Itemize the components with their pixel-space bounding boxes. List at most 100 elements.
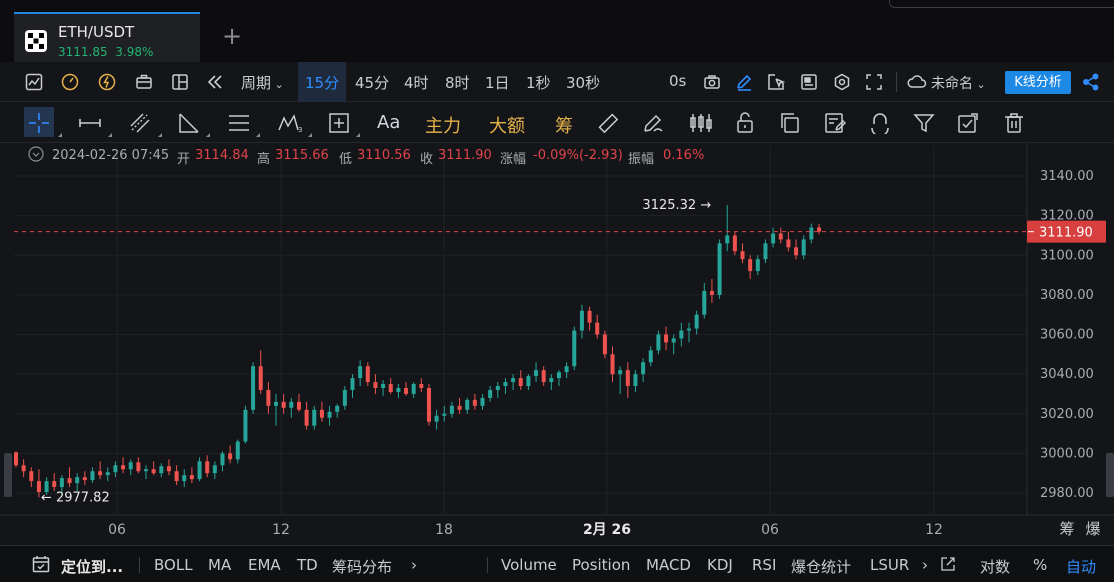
candle-body	[526, 376, 531, 387]
layout-icon[interactable]	[170, 72, 190, 92]
sync-drawings-icon[interactable]	[957, 112, 979, 134]
interval-30s[interactable]: 30秒	[566, 74, 601, 92]
candle-body	[503, 382, 508, 387]
candlestick-chart[interactable]: 3140.00 3120.00 3100.00 3080.00 3060.00 3040.…	[0, 143, 1114, 544]
candle-body	[342, 389, 347, 406]
tool-expand-icon[interactable]	[308, 133, 312, 137]
indicator-td[interactable]: TD	[297, 556, 318, 574]
interval-1s[interactable]: 1秒	[526, 74, 551, 92]
candle-body	[709, 290, 714, 295]
chevron-right-icon[interactable]: ›	[922, 556, 928, 574]
y-tick-label: 3080.00	[1040, 288, 1094, 303]
indicator-position[interactable]: Position	[572, 556, 631, 574]
log-scale-toggle[interactable]: 对数	[980, 558, 1011, 576]
indicator-kdj[interactable]: KDJ	[707, 556, 733, 574]
drawing-toolbar: 3 Aa 主力 大额 筹	[0, 103, 1114, 143]
indicator-rsi[interactable]: RSI	[752, 556, 777, 574]
gauge-icon[interactable]	[60, 72, 80, 92]
left-scroll-handle[interactable]	[4, 453, 12, 497]
external-link-icon[interactable]	[940, 556, 956, 572]
trash-icon[interactable]	[1003, 112, 1025, 134]
candle-body	[396, 387, 401, 392]
settings-icon[interactable]	[832, 72, 852, 92]
chevron-right-icon[interactable]: ›	[411, 556, 417, 574]
add-tab-button[interactable]: +	[222, 22, 243, 50]
symbol-tab[interactable]: ETH/USDT 3111.85 3.98%	[14, 12, 200, 62]
chart-area[interactable]: 3140.00 3120.00 3100.00 3080.00 3060.00 3040.…	[0, 143, 1114, 544]
chips-tool[interactable]: 筹	[555, 116, 573, 137]
copy-icon[interactable]	[779, 112, 801, 134]
tool-expand-icon[interactable]	[108, 133, 112, 137]
candle-body	[220, 453, 225, 466]
candle-body	[817, 227, 821, 232]
candle-body	[121, 465, 126, 470]
auto-scale-toggle[interactable]: 自动	[1066, 558, 1097, 576]
rewind-icon[interactable]	[205, 72, 225, 92]
template-icon[interactable]	[799, 72, 819, 92]
interval-15m[interactable]: 15分	[305, 74, 340, 92]
camera-icon[interactable]	[702, 72, 722, 92]
crosshair-icon[interactable]	[28, 112, 50, 134]
interval-1d[interactable]: 1日	[485, 74, 510, 92]
main-force-tool[interactable]: 主力	[425, 116, 461, 137]
magnet-icon[interactable]	[868, 112, 890, 134]
k-line-analysis-button[interactable]: K线分析	[1005, 71, 1071, 94]
tool-expand-icon[interactable]	[256, 133, 260, 137]
text-tool[interactable]: Aa	[377, 112, 401, 133]
candle-body	[105, 472, 110, 476]
candle-body	[786, 239, 791, 248]
indicator-liquidation-stats[interactable]: 爆仓统计	[791, 558, 852, 576]
collapse-icon[interactable]	[28, 146, 44, 166]
candle-body	[763, 243, 768, 260]
indicator-chip-distribution[interactable]: 筹码分布	[332, 558, 393, 576]
indicator-volume[interactable]: Volume	[501, 556, 557, 574]
briefcase-icon[interactable]	[134, 72, 154, 92]
interval-8h[interactable]: 8时	[445, 74, 470, 92]
parallel-channel-icon[interactable]	[128, 112, 152, 134]
candle-body	[495, 386, 500, 390]
fullscreen-icon[interactable]	[864, 72, 884, 92]
indicator-ema[interactable]: EMA	[248, 556, 281, 574]
edit-note-icon[interactable]	[824, 112, 846, 134]
candle-body	[197, 461, 202, 480]
right-scroll-handle[interactable]	[1106, 453, 1114, 497]
select-icon[interactable]	[766, 72, 786, 92]
tool-expand-icon[interactable]	[58, 133, 62, 137]
fib-lines-icon[interactable]	[228, 112, 250, 134]
tool-expand-icon[interactable]	[158, 133, 162, 137]
indicator-macd[interactable]: MACD	[646, 556, 691, 574]
calendar-icon[interactable]	[32, 555, 50, 573]
layout-name-dropdown[interactable]: 未命名 ⌄	[931, 73, 986, 93]
chart-type-icon[interactable]	[24, 72, 44, 92]
current-price-tag	[1027, 220, 1106, 243]
share-icon[interactable]	[1081, 72, 1101, 92]
indicator-ma[interactable]: MA	[208, 556, 232, 574]
period-dropdown[interactable]: 周期 ⌄	[241, 72, 284, 93]
pen-icon[interactable]	[734, 72, 754, 92]
indicator-lsur[interactable]: LSUR	[870, 556, 910, 574]
candle-body	[258, 366, 263, 390]
brush-icon[interactable]	[642, 112, 664, 134]
candles-icon[interactable]	[689, 112, 713, 134]
filter-icon[interactable]	[913, 112, 935, 134]
measure-icon[interactable]	[328, 112, 350, 134]
lock-icon[interactable]	[735, 112, 755, 134]
interval-4h[interactable]: 4时	[404, 74, 429, 92]
interval-45m[interactable]: 45分	[355, 74, 390, 92]
candle-body	[144, 469, 149, 472]
symbol-change: 3.98%	[115, 45, 154, 59]
cloud-icon[interactable]	[906, 72, 928, 92]
tool-expand-icon[interactable]	[356, 133, 360, 137]
ruler-icon[interactable]	[597, 112, 619, 134]
tool-expand-icon[interactable]	[206, 133, 210, 137]
angle-icon[interactable]	[178, 112, 200, 134]
horizontal-line-icon[interactable]	[78, 113, 102, 133]
percent-scale-toggle[interactable]: %	[1033, 556, 1048, 574]
open-value: 3114.84	[195, 148, 249, 163]
locate-to-button[interactable]: 定位到...	[61, 558, 124, 576]
indicator-boll[interactable]: BOLL	[154, 556, 193, 574]
lightning-icon[interactable]	[97, 72, 117, 92]
wave-pattern-icon[interactable]: 3	[278, 112, 304, 134]
large-order-tool[interactable]: 大额	[489, 116, 525, 137]
x-tick-label: 18	[435, 522, 453, 538]
